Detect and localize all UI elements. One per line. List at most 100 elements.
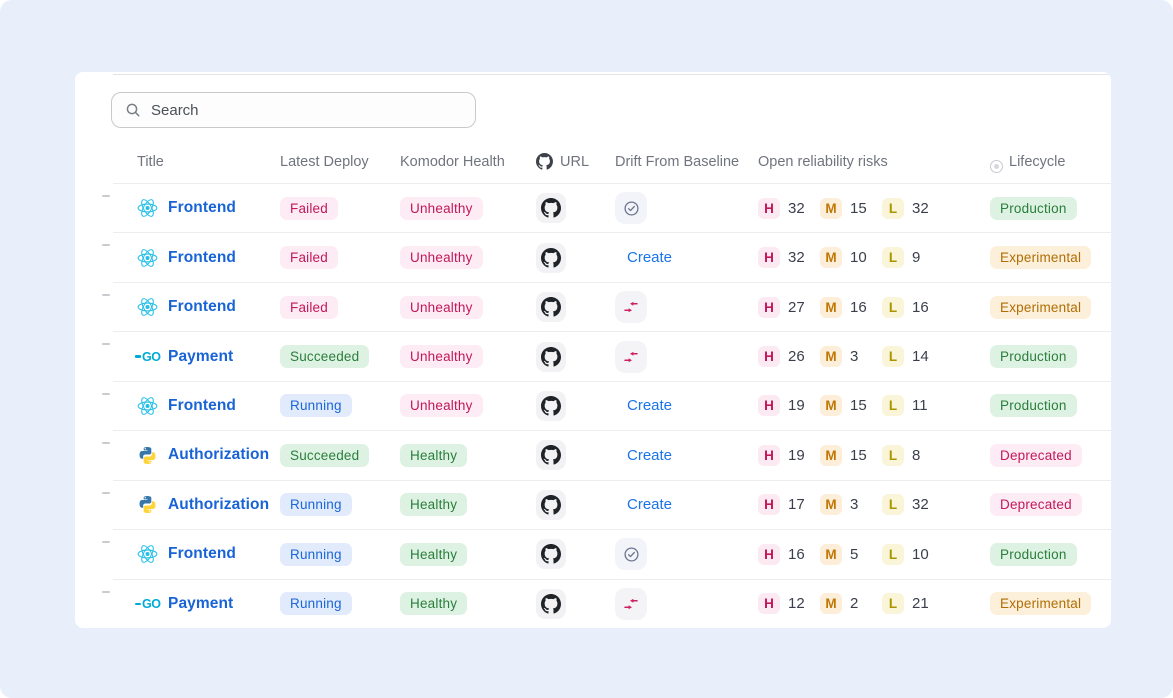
table-row[interactable]: GO Payment Succeeded Unhealthy H 26 M 3 … — [102, 331, 1111, 380]
table-row[interactable]: Frontend Running Unhealthy Create H 19 M… — [102, 380, 1111, 430]
health-status-badge: Unhealthy — [400, 246, 483, 270]
table-row[interactable]: Authorization Running Healthy Create H 1… — [102, 479, 1111, 529]
search-icon — [126, 103, 140, 117]
health-cell: Healthy — [400, 592, 536, 616]
low-risk-count: 10 — [912, 545, 929, 563]
react-icon — [137, 545, 158, 564]
column-header-risks[interactable]: Open reliability risks — [758, 153, 888, 170]
low-risk-count: 11 — [912, 397, 928, 415]
check-circle-icon — [623, 201, 639, 216]
drift-in-sync-button[interactable] — [615, 192, 647, 225]
converge-arrows-icon — [624, 598, 638, 610]
table-header: Title Latest Deploy Komodor Health URL D… — [113, 128, 1111, 183]
deploy-status-badge: Failed — [280, 196, 338, 220]
health-cell: Healthy — [400, 493, 536, 517]
service-title-link[interactable]: Frontend — [168, 298, 236, 316]
table-row[interactable]: Frontend Failed Unhealthy H 27 M 16 L 16 — [102, 281, 1111, 331]
service-title-link[interactable]: Payment — [168, 594, 234, 612]
medium-risk-chip: M — [820, 247, 842, 269]
github-url-button[interactable] — [536, 588, 566, 619]
low-risk-chip: L — [882, 296, 904, 318]
medium-risk-chip: M — [820, 296, 842, 318]
high-risk-chip: H — [758, 247, 780, 269]
high-risk-chip: H — [758, 346, 780, 368]
drift-create-link[interactable]: Create — [627, 446, 673, 464]
column-header-komodor-health[interactable]: Komodor Health — [400, 153, 505, 170]
url-cell — [536, 390, 615, 421]
column-header-lifecycle[interactable]: Lifecycle — [990, 150, 1111, 173]
medium-risk-count: 3 — [850, 348, 859, 366]
github-url-button[interactable] — [536, 440, 566, 471]
github-header-icon — [536, 153, 553, 170]
column-header-drift[interactable]: Drift From Baseline — [615, 153, 740, 170]
title-cell: GO Payment — [134, 594, 280, 614]
row-drag-handle — [102, 293, 110, 296]
risk-cell: H 19 M 15 L 8 — [758, 444, 990, 466]
high-risk-count: 12 — [788, 595, 805, 613]
medium-risk-count: 15 — [850, 199, 867, 217]
table-row[interactable]: Authorization Succeeded Healthy Create H… — [102, 430, 1111, 479]
github-url-button[interactable] — [536, 489, 566, 520]
github-url-button[interactable] — [536, 193, 566, 224]
table-row[interactable]: Frontend Failed Unhealthy H 32 M 15 L 32 — [102, 183, 1111, 232]
column-header-title[interactable]: Title — [137, 153, 164, 170]
drift-create-link[interactable]: Create — [627, 397, 673, 415]
drift-create-link[interactable]: Create — [627, 249, 673, 267]
service-title-link[interactable]: Frontend — [168, 248, 236, 266]
service-title-link[interactable]: Frontend — [168, 545, 236, 563]
service-title-link[interactable]: Frontend — [168, 396, 236, 414]
drift-cell: Create — [615, 447, 758, 464]
health-cell: Unhealthy — [400, 295, 536, 319]
lifecycle-badge: Deprecated — [990, 443, 1082, 467]
go-icon: GO — [134, 597, 161, 611]
card-top-divider — [113, 74, 1111, 75]
service-title-link[interactable]: Authorization — [168, 446, 270, 464]
github-url-button[interactable] — [536, 242, 566, 273]
risk-cell: H 16 M 5 L 10 — [758, 543, 990, 565]
drift-in-sync-button[interactable] — [615, 538, 647, 571]
radio-icon — [990, 160, 1003, 173]
risk-cell: H 26 M 3 L 14 — [758, 346, 990, 368]
deploy-cell: Running — [280, 592, 400, 616]
low-risk-count: 21 — [912, 595, 929, 613]
column-header-latest-deploy[interactable]: Latest Deploy — [280, 153, 369, 170]
deploy-cell: Succeeded — [280, 443, 400, 467]
drift-create-link[interactable]: Create — [627, 496, 673, 514]
title-cell: Frontend — [137, 198, 280, 218]
health-cell: Unhealthy — [400, 345, 536, 369]
title-cell: Frontend — [137, 248, 280, 268]
title-cell: Authorization — [137, 445, 280, 465]
title-cell: Frontend — [137, 544, 280, 564]
risk-cell: H 27 M 16 L 16 — [758, 296, 990, 318]
github-url-button[interactable] — [536, 292, 566, 323]
drift-cell — [615, 538, 758, 571]
search-input[interactable] — [151, 101, 462, 119]
table-row[interactable]: Frontend Running Healthy H 16 M 5 L 10 P… — [102, 529, 1111, 578]
low-risk-count: 32 — [912, 496, 929, 514]
tech-icon-slot — [137, 248, 158, 268]
service-title-link[interactable]: Frontend — [168, 199, 236, 217]
lifecycle-cell: Deprecated — [990, 443, 1111, 467]
low-risk-chip: L — [882, 494, 904, 516]
drift-compare-button[interactable] — [615, 340, 647, 373]
github-url-button[interactable] — [536, 341, 566, 372]
table-row[interactable]: Frontend Failed Unhealthy Create H 32 M … — [102, 232, 1111, 281]
tech-icon-slot: GO — [134, 347, 161, 367]
health-status-badge: Unhealthy — [400, 196, 483, 220]
service-title-link[interactable]: Authorization — [168, 495, 270, 513]
row-drag-handle — [102, 541, 110, 544]
lifecycle-cell: Production — [990, 345, 1111, 369]
lifecycle-cell: Experimental — [990, 295, 1111, 319]
lifecycle-badge: Experimental — [990, 295, 1092, 319]
column-header-url[interactable]: URL — [536, 153, 615, 170]
drift-compare-button[interactable] — [615, 291, 647, 324]
medium-risk-chip: M — [820, 593, 842, 615]
github-icon — [541, 544, 561, 564]
github-url-button[interactable] — [536, 539, 566, 570]
table-row[interactable]: GO Payment Running Healthy H 12 M 2 L — [102, 578, 1111, 628]
lifecycle-badge: Experimental — [990, 246, 1092, 270]
github-url-button[interactable] — [536, 390, 566, 421]
service-title-link[interactable]: Payment — [168, 347, 234, 365]
drift-compare-button[interactable] — [615, 587, 647, 620]
row-drag-handle — [102, 343, 110, 346]
